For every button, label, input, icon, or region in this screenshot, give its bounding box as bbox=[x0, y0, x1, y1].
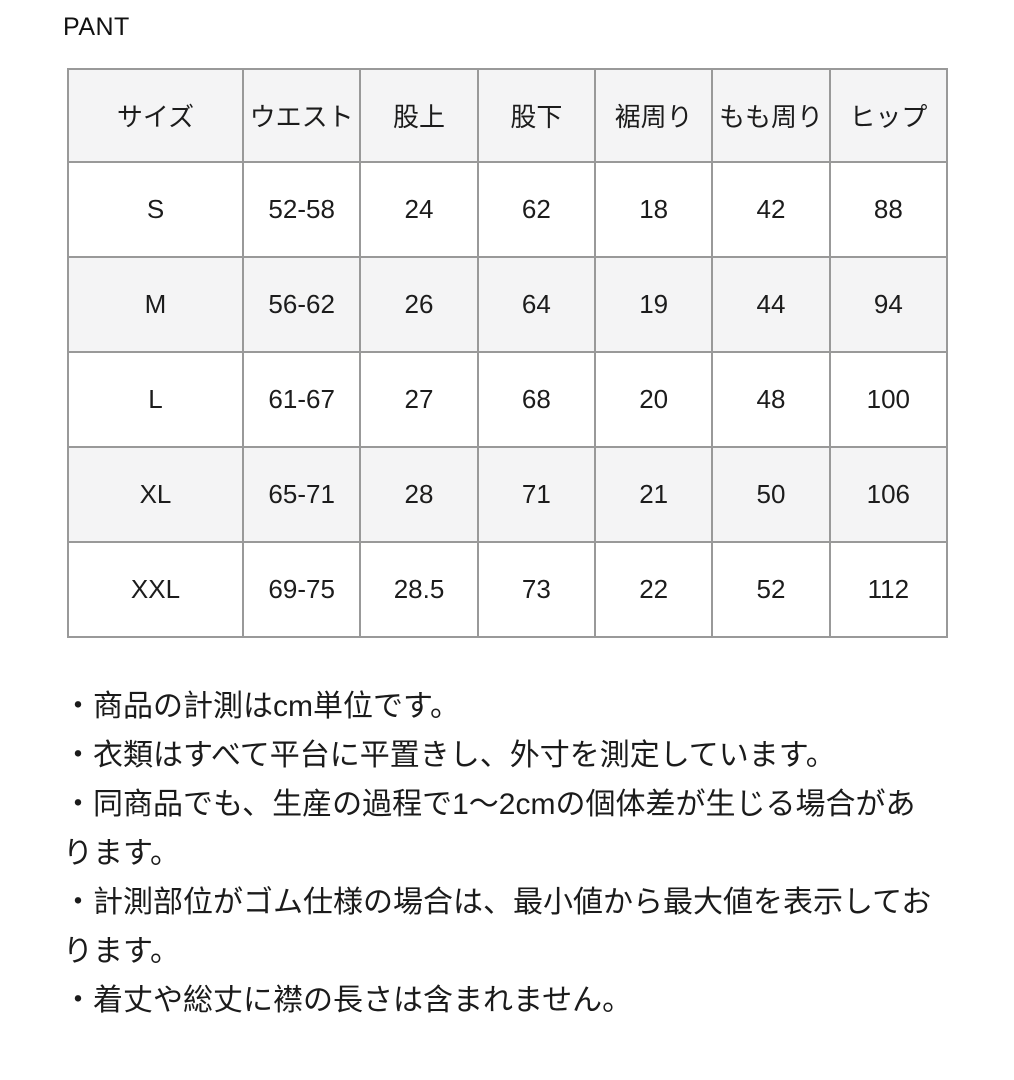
measurement-cell: 64 bbox=[476, 256, 596, 353]
column-header: もも周り bbox=[711, 68, 831, 163]
size-cell: XXL bbox=[67, 541, 244, 638]
measurement-cell: 28 bbox=[359, 446, 479, 543]
measurement-cell: 21 bbox=[593, 446, 714, 543]
table-row: S 52-58 24 62 18 42 88 bbox=[67, 161, 949, 258]
measurement-cell: 61-67 bbox=[241, 351, 362, 448]
measurement-cell: 22 bbox=[593, 541, 714, 638]
note-item: ・計測部位がゴム仕様の場合は、最小値から最大値を表示しております。 bbox=[63, 886, 932, 968]
page-title: PANT bbox=[63, 13, 130, 41]
measurement-cell: 65-71 bbox=[241, 446, 362, 543]
measurement-cell: 62 bbox=[476, 161, 596, 258]
measurement-cell: 48 bbox=[711, 351, 831, 448]
size-cell: M bbox=[67, 256, 244, 353]
measurement-notes: ・商品の計測はcm単位です。・衣類はすべて平台に平置きし、外寸を測定しています。… bbox=[63, 682, 937, 1025]
note-item: ・商品の計測はcm単位です。 bbox=[63, 690, 460, 723]
table-row: L 61-67 27 68 20 48 100 bbox=[67, 351, 949, 448]
measurement-cell: 42 bbox=[711, 161, 831, 258]
measurement-cell: 112 bbox=[828, 541, 949, 638]
column-header: サイズ bbox=[67, 68, 244, 163]
column-header: 股下 bbox=[476, 68, 596, 163]
measurement-cell: 50 bbox=[711, 446, 831, 543]
measurement-cell: 71 bbox=[476, 446, 596, 543]
measurement-cell: 73 bbox=[476, 541, 596, 638]
measurement-cell: 52 bbox=[711, 541, 831, 638]
measurement-cell: 24 bbox=[359, 161, 479, 258]
note-item: ・同商品でも、生産の過程で1〜2cmの個体差が生じる場合があります。 bbox=[63, 788, 916, 870]
measurement-cell: 68 bbox=[476, 351, 596, 448]
size-chart-table: サイズ ウエスト 股上 股下 裾周り もも周り ヒップ S 52-58 24 62 18 42 88 M 5… bbox=[67, 68, 949, 638]
measurement-cell: 52-58 bbox=[241, 161, 362, 258]
measurement-cell: 27 bbox=[359, 351, 479, 448]
column-header: 股上 bbox=[359, 68, 479, 163]
table-row: XXL 69-75 28.5 73 22 52 112 bbox=[67, 541, 949, 638]
table-row: XL 65-71 28 71 21 50 106 bbox=[67, 446, 949, 543]
note-item: ・衣類はすべて平台に平置きし、外寸を測定しています。 bbox=[63, 739, 836, 772]
size-chart-body: S 52-58 24 62 18 42 88 M 56-62 26 64 19 44 94 L 61-67 27… bbox=[67, 161, 949, 638]
column-header: ヒップ bbox=[828, 68, 949, 163]
column-header: 裾周り bbox=[593, 68, 714, 163]
note-item: ・着丈や総丈に襟の長さは含まれません。 bbox=[63, 984, 633, 1017]
measurement-cell: 28.5 bbox=[359, 541, 479, 638]
header-row: サイズ ウエスト 股上 股下 裾周り もも周り ヒップ bbox=[67, 68, 949, 163]
column-header: ウエスト bbox=[241, 68, 362, 163]
measurement-cell: 20 bbox=[593, 351, 714, 448]
measurement-cell: 106 bbox=[828, 446, 949, 543]
measurement-cell: 19 bbox=[593, 256, 714, 353]
measurement-cell: 44 bbox=[711, 256, 831, 353]
measurement-cell: 69-75 bbox=[241, 541, 362, 638]
size-cell: L bbox=[67, 351, 244, 448]
size-cell: S bbox=[67, 161, 244, 258]
measurement-cell: 100 bbox=[828, 351, 949, 448]
measurement-cell: 18 bbox=[593, 161, 714, 258]
measurement-cell: 88 bbox=[828, 161, 949, 258]
size-cell: XL bbox=[67, 446, 244, 543]
measurement-cell: 94 bbox=[828, 256, 949, 353]
size-chart-page: PANT サイズ ウエスト 股上 股下 裾周り もも周り ヒップ S 52-58 24 62 18 4… bbox=[63, 13, 949, 1025]
table-row: M 56-62 26 64 19 44 94 bbox=[67, 256, 949, 353]
measurement-cell: 56-62 bbox=[241, 256, 362, 353]
measurement-cell: 26 bbox=[359, 256, 479, 353]
